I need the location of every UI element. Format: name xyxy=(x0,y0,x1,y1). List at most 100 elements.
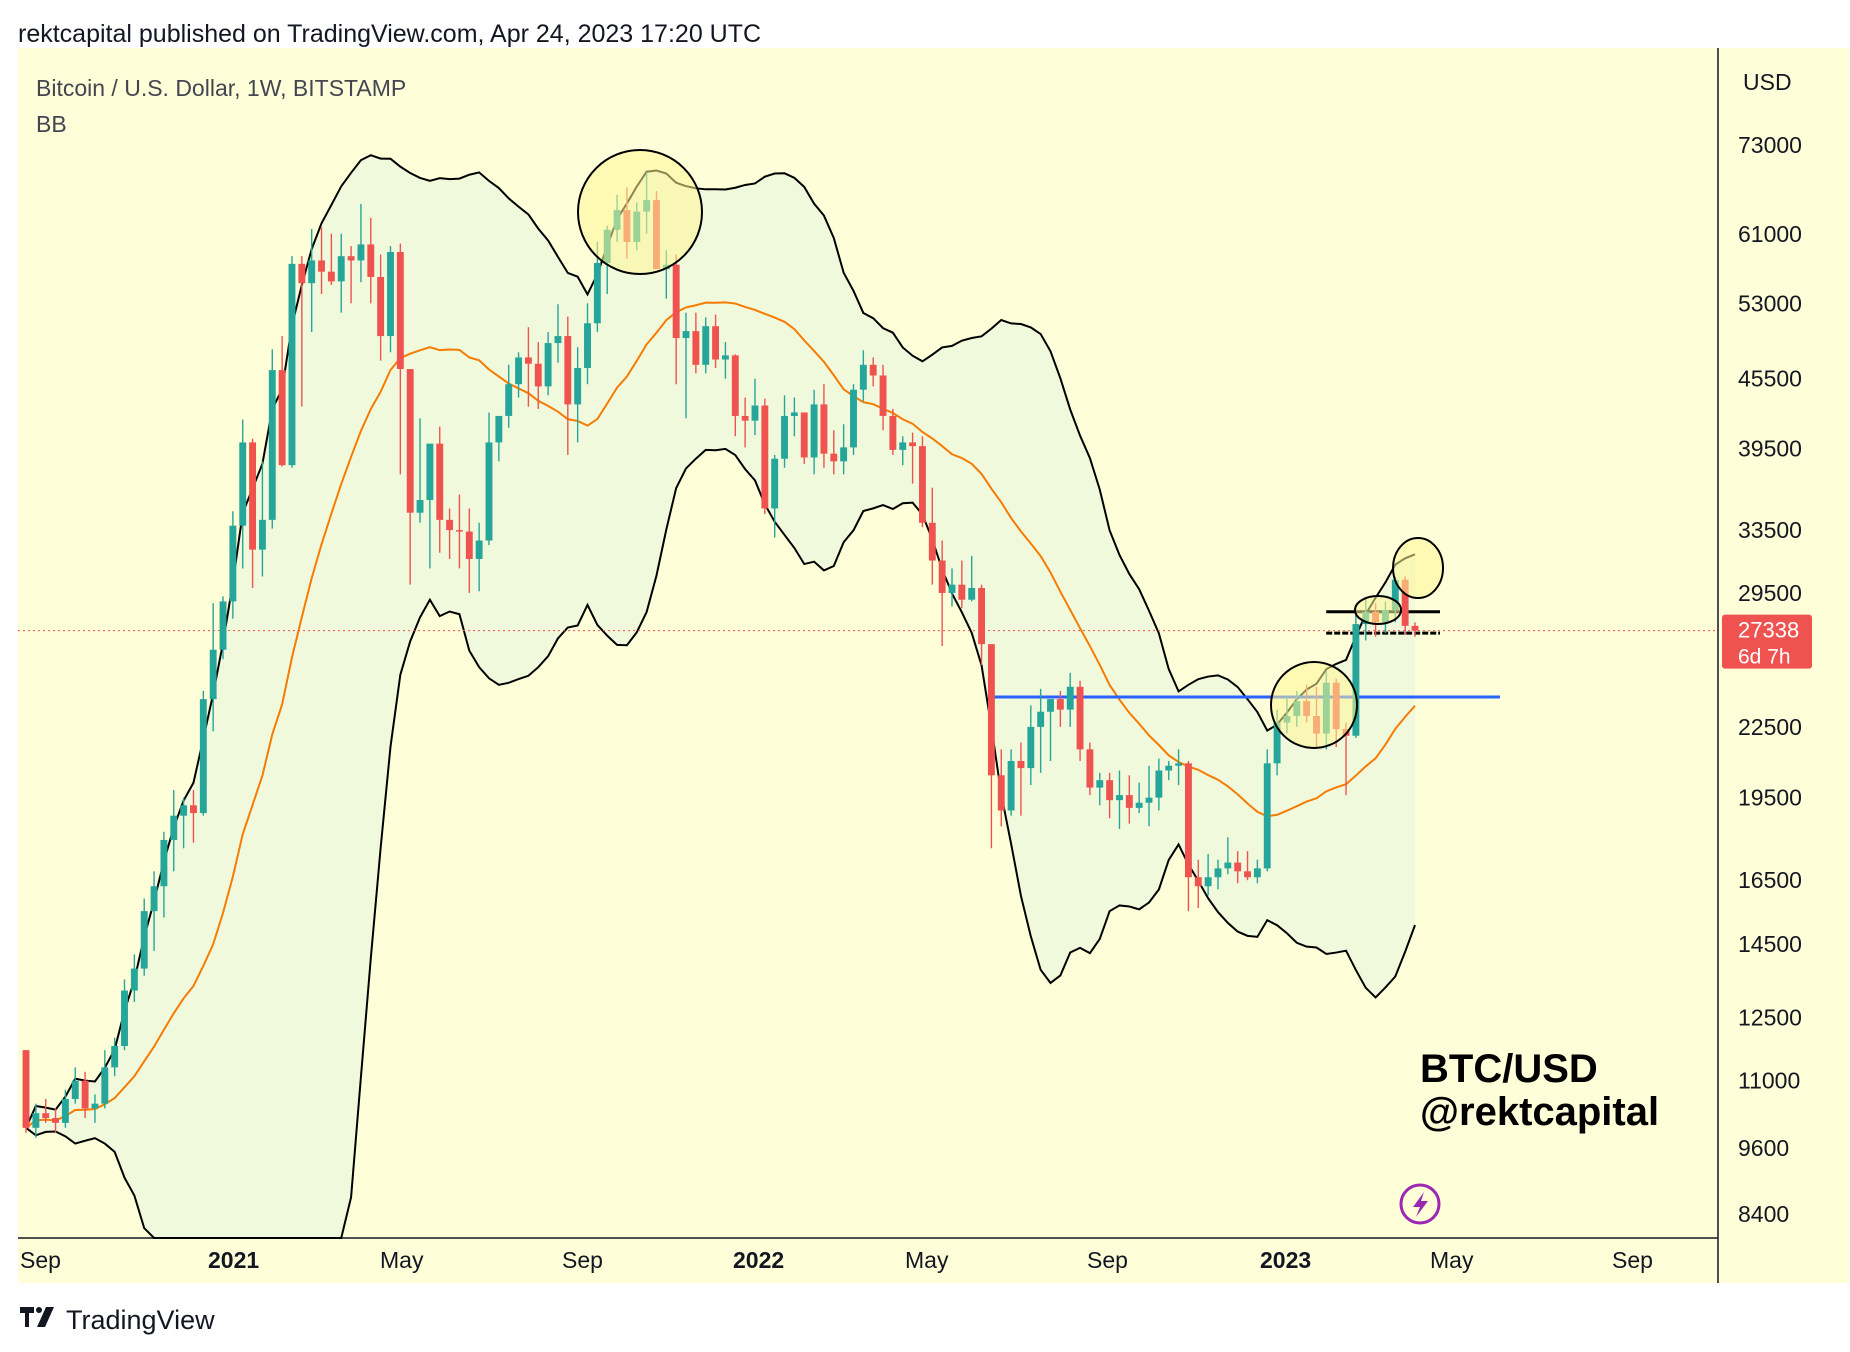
price-tick: 73000 xyxy=(1738,132,1802,158)
price-tick: 39500 xyxy=(1738,436,1802,462)
candle-body xyxy=(781,415,788,459)
bollinger-lower-band xyxy=(25,447,1416,1239)
candle-body xyxy=(150,886,158,912)
price-tick: 8400 xyxy=(1738,1201,1789,1227)
candle-body xyxy=(1125,795,1133,808)
candle-body xyxy=(771,458,779,509)
time-tick: Sep xyxy=(20,1247,61,1273)
candle-body xyxy=(308,260,316,284)
candle-body xyxy=(1244,871,1251,878)
time-tick: Sep xyxy=(562,1247,603,1273)
candle-body xyxy=(751,405,759,421)
price-tick: 22500 xyxy=(1738,714,1802,740)
watermark-pair: BTC/USD xyxy=(1420,1047,1598,1091)
candle-body xyxy=(170,815,178,840)
candle-body xyxy=(327,271,335,282)
candle-body xyxy=(130,968,138,991)
candle-body xyxy=(455,530,463,532)
candle-body xyxy=(978,587,986,645)
candle-body xyxy=(298,263,306,284)
candle-body xyxy=(584,323,591,368)
candle-body xyxy=(869,364,877,376)
candle-body xyxy=(1253,868,1261,878)
candle-body xyxy=(465,531,473,559)
lightning-icon-bolt xyxy=(1413,1192,1428,1217)
candle-body xyxy=(692,331,700,365)
candle-body xyxy=(1155,770,1163,798)
candle-body xyxy=(1027,726,1035,769)
time-tick: May xyxy=(905,1247,949,1273)
candle-body xyxy=(249,442,257,550)
price-tick: 9600 xyxy=(1738,1135,1789,1161)
footer-brand: TradingView xyxy=(66,1304,215,1335)
candle-body xyxy=(741,415,749,421)
candle-body xyxy=(406,369,414,513)
candle-body xyxy=(436,443,444,520)
candle-body xyxy=(524,357,532,364)
price-tick: 14500 xyxy=(1738,931,1802,957)
annotation-circle-top xyxy=(577,149,703,275)
price-tick: 53000 xyxy=(1738,290,1802,316)
candle-body xyxy=(1391,579,1399,611)
candle-body xyxy=(564,336,572,405)
current-price-badge xyxy=(1722,614,1812,669)
price-tick: 16500 xyxy=(1738,867,1802,893)
chart-title: Bitcoin / U.S. Dollar, 1W, BITSTAMP xyxy=(36,75,406,101)
watermark-handle: @rektcapital xyxy=(1420,1090,1659,1134)
candle-body xyxy=(229,525,237,602)
price-tick: 12500 xyxy=(1738,1004,1802,1030)
candle-body xyxy=(1411,625,1419,631)
candle-body xyxy=(1214,868,1222,878)
candle-body xyxy=(820,404,828,454)
time-tick: Sep xyxy=(1087,1247,1128,1273)
price-tick: 61000 xyxy=(1738,221,1802,247)
candle-body xyxy=(1184,763,1192,878)
candle-body xyxy=(544,343,552,387)
candle-body xyxy=(918,446,926,523)
candle-body xyxy=(91,1103,99,1109)
candle-body xyxy=(958,584,966,600)
candle-body xyxy=(899,442,907,450)
candle-body xyxy=(1263,763,1271,869)
time-axis-background xyxy=(18,1238,1718,1283)
tradingview-footer[interactable]: TradingView xyxy=(20,1304,215,1336)
currency-label: USD xyxy=(1743,69,1792,95)
candle-body xyxy=(180,805,188,816)
candle-body xyxy=(554,336,562,344)
candle-body xyxy=(81,1080,89,1109)
candle-body xyxy=(426,443,434,501)
candle-body xyxy=(268,370,276,520)
candle-body xyxy=(1234,862,1242,872)
time-tick: 2021 xyxy=(208,1247,259,1273)
candle-body xyxy=(574,367,582,405)
candle-body xyxy=(1037,711,1045,727)
candle-body xyxy=(337,256,345,282)
price-tick: 33500 xyxy=(1738,517,1802,543)
candle-body xyxy=(593,263,601,324)
candle-body xyxy=(712,326,720,360)
candle-body xyxy=(357,244,365,261)
candle-body xyxy=(495,415,503,443)
candle-body xyxy=(387,251,394,337)
candles-group xyxy=(22,172,1419,1138)
candle-body xyxy=(761,405,769,509)
candle-body xyxy=(859,364,867,390)
candle-body xyxy=(702,326,710,365)
candle-body xyxy=(1165,765,1173,771)
price-tick: 45500 xyxy=(1738,366,1802,392)
time-tick: 2022 xyxy=(733,1247,784,1273)
time-tick: Sep xyxy=(1612,1247,1653,1273)
candle-body xyxy=(850,389,857,448)
candle-body xyxy=(160,839,168,887)
candle-body xyxy=(534,363,542,387)
candle-body xyxy=(948,584,956,593)
candle-body xyxy=(239,442,247,526)
candle-body xyxy=(111,1045,119,1068)
candle-body xyxy=(1145,797,1153,803)
candle-body xyxy=(219,601,227,650)
candle-body xyxy=(52,1118,60,1123)
bollinger-upper-band xyxy=(25,154,1416,1129)
annotation-circle-retest xyxy=(1354,595,1402,625)
bollinger-band-fill xyxy=(26,155,1415,1239)
